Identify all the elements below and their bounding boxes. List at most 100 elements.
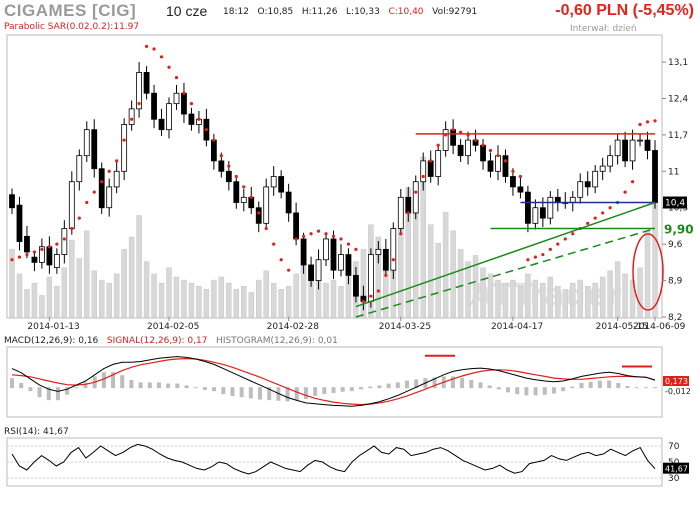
rsi-tick-label: 30 — [668, 474, 680, 484]
candle-body — [181, 92, 187, 115]
sar-dot — [556, 242, 560, 246]
histogram-bar — [450, 376, 455, 389]
interval-label: Interwał: dzień — [570, 24, 637, 34]
candle-body — [173, 92, 180, 105]
x-tick-label: 2014-02-05 — [147, 322, 199, 332]
histogram-bar — [386, 383, 391, 389]
candle-body — [345, 254, 352, 276]
sar-dot — [294, 237, 298, 241]
candle-body — [210, 139, 217, 162]
sar-dot — [526, 258, 530, 262]
y-tick-label: 11,7 — [668, 131, 688, 141]
macd-tag-label: 0,173 — [665, 377, 688, 386]
volume-bar — [166, 267, 172, 318]
sar-dot — [429, 159, 433, 163]
volume-bar — [495, 279, 501, 318]
last-price-tag — [663, 196, 687, 209]
histogram-bar — [616, 382, 621, 389]
sar-dot — [17, 255, 22, 259]
sar-dot — [212, 138, 216, 142]
volume-bar — [143, 261, 150, 318]
candle-body — [61, 228, 68, 255]
rsi-line — [11, 443, 656, 475]
volume-bar — [323, 282, 329, 318]
candle-body — [151, 92, 157, 120]
sar-dot — [541, 252, 545, 257]
volume-bar — [69, 239, 75, 318]
histogram-bar — [230, 387, 235, 396]
volume-bar — [46, 276, 53, 318]
volume-bar — [263, 270, 269, 318]
sar-dot — [414, 190, 418, 194]
sar-dot — [391, 258, 395, 262]
candle-body — [547, 196, 554, 219]
macd-panel-frame — [6, 346, 663, 418]
histogram-bar — [258, 387, 263, 400]
histogram-bar — [368, 386, 373, 389]
volume-bar — [607, 270, 613, 318]
histogram-bar — [588, 381, 593, 389]
candle-body — [390, 228, 397, 271]
sar-dot — [107, 169, 111, 173]
histogram-bar — [570, 386, 575, 389]
histogram-bar — [414, 379, 419, 389]
sar-dot — [10, 258, 14, 262]
volume-bar — [435, 242, 441, 318]
histogram-bar — [267, 387, 272, 401]
x-tick-label: 2014-01-13 — [27, 322, 79, 332]
histogram-bar — [561, 387, 566, 392]
volume-bar — [39, 295, 45, 318]
chart-header: CIGAMES [CIG] 10 cze 18:12 O:10,85 H:11,… — [0, 0, 700, 22]
volume-bar — [76, 258, 83, 318]
histogram-bar — [322, 387, 327, 395]
candle-body — [420, 160, 427, 183]
volume-bar — [442, 212, 449, 318]
volume-bar — [465, 261, 471, 318]
candle-body — [487, 160, 494, 172]
histogram-bar — [120, 375, 125, 389]
histogram-bar — [313, 387, 318, 396]
sar-dot — [234, 174, 238, 179]
candle-body — [338, 254, 344, 271]
sar-dot — [152, 47, 156, 51]
volume-bar — [502, 282, 509, 318]
rsi-legend: RSI(14): 41,67 — [4, 427, 69, 437]
candle-body — [9, 194, 15, 209]
candle-body — [652, 150, 658, 203]
sar-dot — [571, 232, 575, 236]
sar-dot — [144, 44, 149, 49]
volume-bar — [211, 279, 217, 318]
volume-bar — [121, 249, 127, 318]
histogram-bar — [643, 387, 648, 389]
sar-dot — [533, 255, 537, 259]
x-tick-label: 2014-05-15 — [596, 322, 648, 332]
candle-body — [270, 176, 277, 188]
macd-legend: MACD(12,26,9): 0,16 SIGNAL(12,26,9): 0,1… — [4, 336, 338, 346]
sar-dot — [623, 190, 627, 194]
candle-body — [375, 248, 382, 255]
x-tick-label: 2014-03-25 — [379, 322, 431, 332]
sar-label: Parabolic SAR(0.02,0.2):11.97 — [4, 22, 140, 32]
volume-bar — [562, 289, 569, 318]
histogram-bar — [239, 387, 244, 398]
sar-dot — [197, 117, 201, 121]
sar-dot — [638, 122, 642, 127]
histogram-bar — [248, 387, 253, 399]
candle-body — [629, 139, 636, 162]
candle-body — [39, 246, 45, 263]
candle-body — [495, 155, 501, 172]
volume-bar — [644, 230, 651, 318]
highlight-ellipse — [632, 233, 664, 311]
volume-bar — [98, 279, 105, 318]
histogram-bar — [65, 387, 70, 395]
volume-bar — [203, 289, 210, 318]
candle-body — [128, 108, 135, 125]
histogram-bar — [487, 385, 492, 389]
candle-body — [315, 259, 322, 281]
candle-body — [532, 207, 539, 224]
histogram-bar — [221, 387, 226, 395]
histogram-bar — [395, 382, 400, 389]
histogram-bar — [478, 382, 483, 389]
sar-dot — [62, 237, 66, 241]
